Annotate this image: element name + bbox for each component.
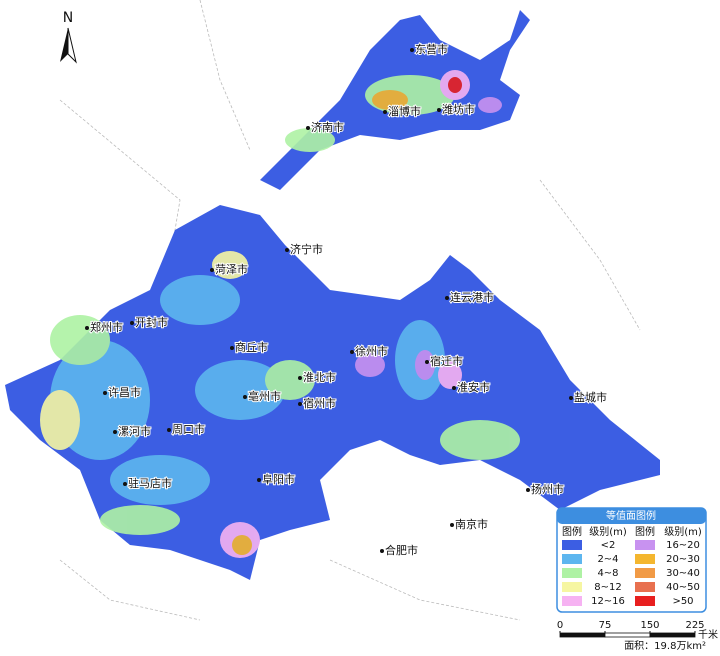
city-label: 济宁市 — [290, 242, 323, 256]
scale-segment — [604, 632, 651, 638]
scale-tick-label: 225 — [685, 620, 704, 631]
city-label: 扬州市 — [531, 482, 564, 496]
city-label: 开封市 — [135, 315, 168, 329]
city-label: 淮安市 — [457, 380, 490, 394]
city-dot — [526, 488, 530, 492]
city-label: 郑州市 — [90, 320, 123, 334]
city-dot — [450, 523, 454, 527]
legend-header: 级别(m) — [589, 526, 627, 538]
city-dot — [380, 549, 384, 553]
scale-tick-label: 0 — [557, 620, 563, 631]
legend-swatch — [562, 596, 582, 606]
city-label: 许昌市 — [108, 385, 141, 399]
city-dot — [103, 391, 107, 395]
legend-swatch — [562, 582, 582, 592]
city-label: 淮北市 — [303, 370, 336, 384]
city-dot — [243, 395, 247, 399]
legend-swatch — [635, 596, 655, 606]
legend-swatch — [635, 568, 655, 578]
area-note: 面积：19.8万km² — [624, 640, 706, 652]
scale-unit: 千米 — [698, 628, 718, 641]
city-label: 东营市 — [415, 42, 448, 56]
legend-swatch — [635, 582, 655, 592]
scale-segment — [649, 632, 696, 638]
city-label: 亳州市 — [248, 389, 281, 403]
city-label: 徐州市 — [355, 344, 388, 358]
legend-label: 30~40 — [666, 568, 700, 579]
city-label: 济南市 — [311, 120, 344, 134]
contour-map — [5, 10, 660, 580]
legend-header: 图例 — [635, 525, 655, 538]
city-dot — [410, 48, 414, 52]
city-dot — [298, 402, 302, 406]
legend-swatch — [562, 568, 582, 578]
scale-tick-label: 75 — [599, 620, 612, 631]
city-dot — [425, 360, 429, 364]
legend-title: 等值面图例 — [606, 509, 656, 522]
city-dot — [383, 110, 387, 114]
city-dot — [113, 430, 117, 434]
legend-label: 12~16 — [591, 596, 625, 607]
city-dot — [130, 321, 134, 325]
city-dot — [257, 478, 261, 482]
contour-patches — [40, 70, 520, 558]
city-dot — [452, 386, 456, 390]
city-label: 驻马店市 — [128, 476, 172, 490]
city-dot — [569, 396, 573, 400]
city-dot — [285, 248, 289, 252]
city-label: 潍坊市 — [442, 102, 475, 116]
city-label: 商丘市 — [235, 340, 268, 354]
city-dot — [298, 376, 302, 380]
city-dot — [230, 346, 234, 350]
city-label: 盐城市 — [574, 390, 607, 404]
legend-label: 16~20 — [666, 540, 700, 551]
city-label: 宿州市 — [303, 396, 336, 410]
legend-swatch — [635, 554, 655, 564]
legend-label: 8~12 — [594, 582, 621, 593]
scale-tick-label: 150 — [640, 620, 659, 631]
scale-segment — [559, 632, 606, 638]
legend-label: 20~30 — [666, 554, 700, 565]
legend-label: >50 — [672, 596, 693, 607]
city-dot — [306, 126, 310, 130]
city-label: 菏泽市 — [215, 262, 248, 276]
legend-label: 2~4 — [597, 554, 618, 565]
city-dot — [350, 350, 354, 354]
city-dot — [445, 296, 449, 300]
legend-swatch — [635, 540, 655, 550]
legend-label: <2 — [601, 540, 616, 551]
city-dot — [85, 326, 89, 330]
legend-header: 图例 — [562, 525, 582, 538]
city-label: 阜阳市 — [262, 472, 295, 486]
legend-label: 40~50 — [666, 582, 700, 593]
city-label: 合肥市 — [385, 543, 418, 557]
city-dot — [123, 482, 127, 486]
north-label: N — [63, 10, 73, 26]
city-dot — [167, 428, 171, 432]
city-label: 漯河市 — [118, 424, 151, 438]
city-label: 周口市 — [172, 422, 205, 436]
legend-swatch — [562, 554, 582, 564]
city-label: 连云港市 — [450, 290, 494, 304]
north-arrow: N — [60, 10, 77, 64]
legend-header: 级别(m) — [664, 526, 702, 538]
city-label: 宿迁市 — [430, 354, 463, 368]
legend-swatch — [562, 540, 582, 550]
city-dot — [210, 268, 214, 272]
city-dot — [437, 108, 441, 112]
city-label: 南京市 — [455, 517, 488, 531]
legend-label: 4~8 — [597, 568, 618, 579]
city-label: 淄博市 — [388, 104, 421, 118]
